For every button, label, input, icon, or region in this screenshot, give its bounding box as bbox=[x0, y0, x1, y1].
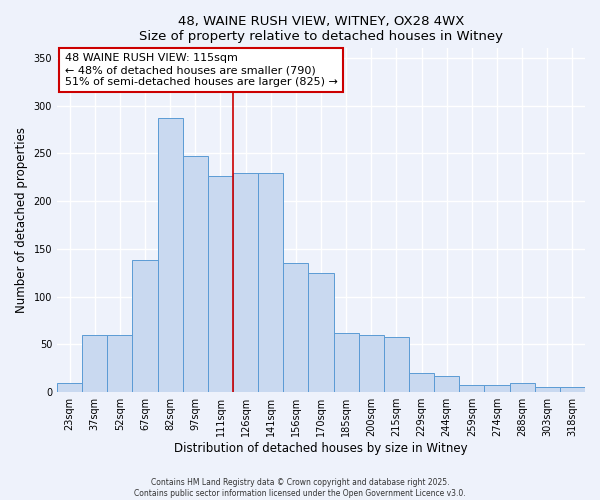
X-axis label: Distribution of detached houses by size in Witney: Distribution of detached houses by size … bbox=[174, 442, 468, 455]
Bar bbox=[484, 384, 509, 392]
Title: 48, WAINE RUSH VIEW, WITNEY, OX28 4WX
Size of property relative to detached hous: 48, WAINE RUSH VIEW, WITNEY, OX28 4WX Si… bbox=[139, 15, 503, 43]
Bar bbox=[560, 388, 585, 392]
Bar bbox=[459, 384, 484, 392]
Bar bbox=[434, 376, 459, 392]
Bar bbox=[233, 172, 258, 392]
Text: Contains HM Land Registry data © Crown copyright and database right 2025.
Contai: Contains HM Land Registry data © Crown c… bbox=[134, 478, 466, 498]
Bar bbox=[258, 172, 283, 392]
Bar bbox=[82, 335, 107, 392]
Bar bbox=[133, 260, 158, 392]
Bar bbox=[359, 335, 384, 392]
Bar bbox=[535, 388, 560, 392]
Text: 48 WAINE RUSH VIEW: 115sqm
← 48% of detached houses are smaller (790)
51% of sem: 48 WAINE RUSH VIEW: 115sqm ← 48% of deta… bbox=[65, 54, 338, 86]
Bar bbox=[57, 382, 82, 392]
Bar bbox=[208, 176, 233, 392]
Bar bbox=[334, 333, 359, 392]
Bar bbox=[409, 373, 434, 392]
Bar bbox=[183, 156, 208, 392]
Bar bbox=[509, 382, 535, 392]
Bar bbox=[308, 273, 334, 392]
Bar bbox=[158, 118, 183, 392]
Bar bbox=[107, 335, 133, 392]
Y-axis label: Number of detached properties: Number of detached properties bbox=[15, 128, 28, 314]
Bar bbox=[384, 337, 409, 392]
Bar bbox=[283, 264, 308, 392]
